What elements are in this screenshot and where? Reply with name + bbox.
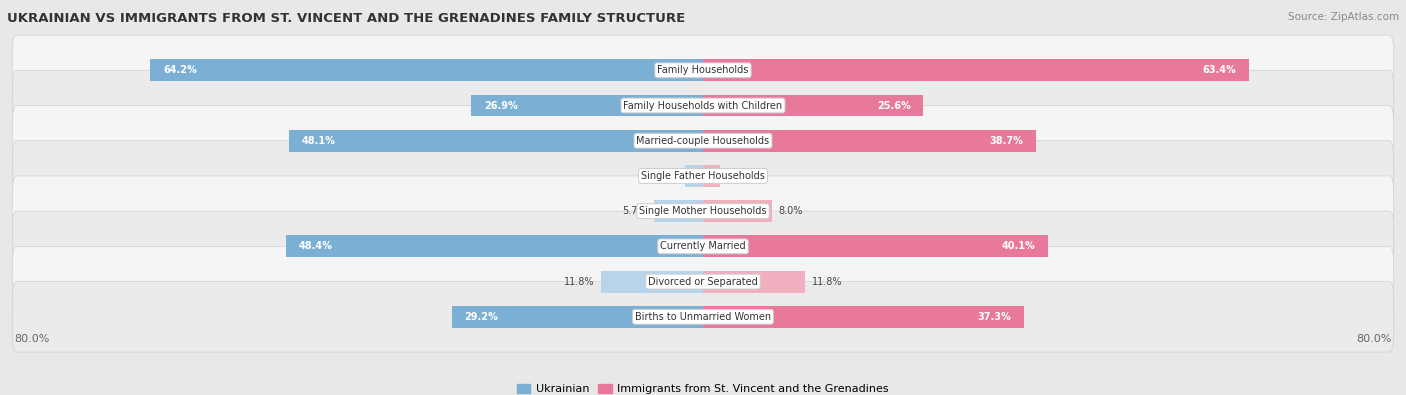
Text: Single Mother Households: Single Mother Households [640,206,766,216]
Text: 5.7%: 5.7% [623,206,647,216]
Bar [287,235,703,257]
Text: 26.9%: 26.9% [484,100,517,111]
Text: Divorced or Separated: Divorced or Separated [648,276,758,287]
Text: 80.0%: 80.0% [14,334,49,344]
Text: Single Father Households: Single Father Households [641,171,765,181]
FancyBboxPatch shape [13,105,1393,176]
FancyBboxPatch shape [13,246,1393,317]
Text: 11.8%: 11.8% [811,276,842,287]
FancyBboxPatch shape [13,35,1393,105]
Bar [602,271,703,293]
Text: Married-couple Households: Married-couple Households [637,136,769,146]
Text: 37.3%: 37.3% [977,312,1011,322]
Text: Currently Married: Currently Married [661,241,745,251]
Text: 64.2%: 64.2% [163,65,197,75]
Bar [703,130,1036,152]
Text: 2.1%: 2.1% [654,171,678,181]
Text: 25.6%: 25.6% [877,100,911,111]
Text: UKRAINIAN VS IMMIGRANTS FROM ST. VINCENT AND THE GRENADINES FAMILY STRUCTURE: UKRAINIAN VS IMMIGRANTS FROM ST. VINCENT… [7,12,685,25]
Bar [703,200,772,222]
Text: 63.4%: 63.4% [1202,65,1236,75]
Text: 11.8%: 11.8% [564,276,595,287]
Text: 80.0%: 80.0% [1357,334,1392,344]
Text: Family Households with Children: Family Households with Children [623,100,783,111]
Text: 8.0%: 8.0% [779,206,803,216]
Bar [703,94,924,117]
Text: Births to Unmarried Women: Births to Unmarried Women [636,312,770,322]
Bar [703,235,1049,257]
Text: 29.2%: 29.2% [464,312,498,322]
Bar [685,165,703,187]
Bar [703,271,804,293]
Legend: Ukrainian, Immigrants from St. Vincent and the Grenadines: Ukrainian, Immigrants from St. Vincent a… [513,379,893,395]
Bar [471,94,703,117]
Bar [150,59,703,81]
Text: 2.0%: 2.0% [727,171,752,181]
Text: Source: ZipAtlas.com: Source: ZipAtlas.com [1288,12,1399,22]
FancyBboxPatch shape [13,282,1393,352]
FancyBboxPatch shape [13,70,1393,141]
FancyBboxPatch shape [13,211,1393,282]
Bar [703,59,1249,81]
FancyBboxPatch shape [13,141,1393,211]
Bar [703,165,720,187]
Text: Family Households: Family Households [658,65,748,75]
Text: 48.1%: 48.1% [302,136,336,146]
Bar [703,306,1024,328]
Bar [451,306,703,328]
Text: 40.1%: 40.1% [1001,241,1035,251]
FancyBboxPatch shape [13,176,1393,246]
Bar [288,130,703,152]
Text: 38.7%: 38.7% [990,136,1024,146]
Bar [654,200,703,222]
Text: 48.4%: 48.4% [299,241,333,251]
